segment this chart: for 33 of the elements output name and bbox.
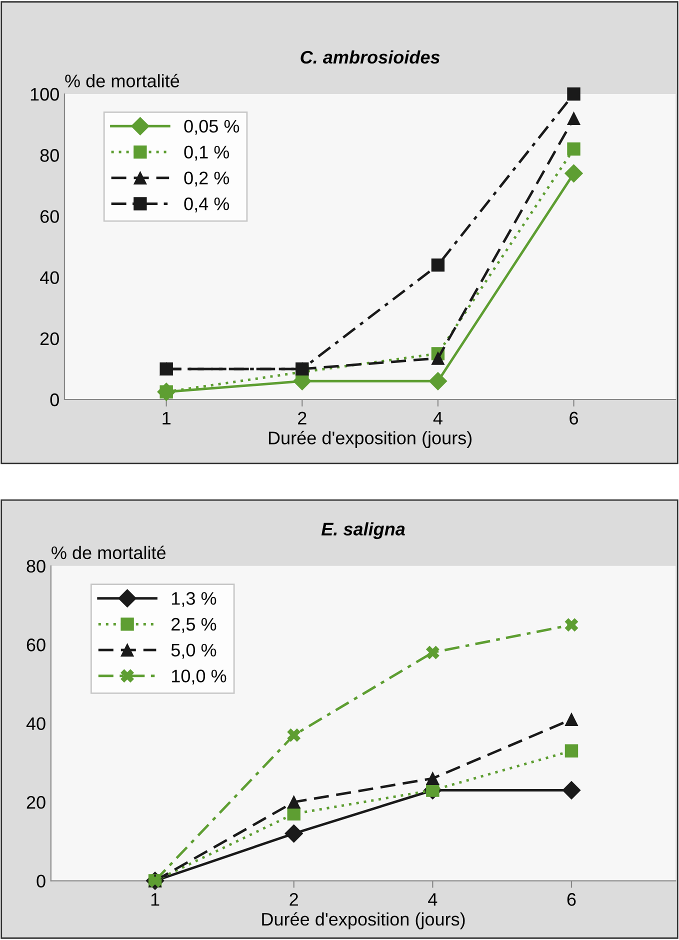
y-tick-label: 80: [40, 149, 59, 162]
x-tick-label: 4: [433, 412, 442, 424]
x-tick-label: 6: [570, 412, 578, 425]
y-tick-label: 20: [26, 796, 46, 809]
x-tick-label: 2: [290, 893, 298, 906]
legend-label: 2,5 %: [172, 618, 216, 633]
y-tick-label: 60: [40, 210, 59, 223]
legend-label: 0,2 %: [184, 172, 230, 187]
x-tick-label: 2: [298, 412, 306, 424]
y-axis-title: % de mortalité: [52, 546, 166, 560]
x-axis-title: Durée d'exposition (jours): [268, 430, 472, 448]
legend-label: 10,0 %: [172, 670, 226, 685]
y-tick-label: 0: [36, 874, 46, 888]
legend-label: 5,0 %: [171, 644, 216, 659]
y-tick-label: 80: [26, 560, 46, 573]
x-tick-label: 1: [162, 412, 170, 424]
y-tick-label: 0: [50, 393, 59, 406]
legend-label: 0,4 %: [184, 197, 230, 212]
legend-label: 0,1 %: [184, 146, 230, 161]
x-tick-label: 1: [151, 893, 160, 906]
x-tick-label: 6: [567, 893, 576, 906]
x-tick-label: 4: [428, 893, 438, 906]
x-axis-title: Durée d'exposition (jours): [262, 912, 465, 930]
y-axis-title: % de mortalité: [65, 74, 180, 88]
legend-label: 1,3 %: [172, 592, 216, 607]
y-tick-label: 100: [30, 88, 59, 101]
chart-title: E. saligna: [321, 522, 405, 540]
y-tick-label: 20: [40, 332, 59, 346]
y-tick-label: 40: [26, 717, 46, 730]
chart-title: C. ambrosioides: [300, 50, 440, 64]
legend-label: 0,05 %: [184, 120, 240, 135]
y-tick-label: 40: [40, 271, 59, 284]
y-tick-label: 60: [26, 638, 46, 652]
